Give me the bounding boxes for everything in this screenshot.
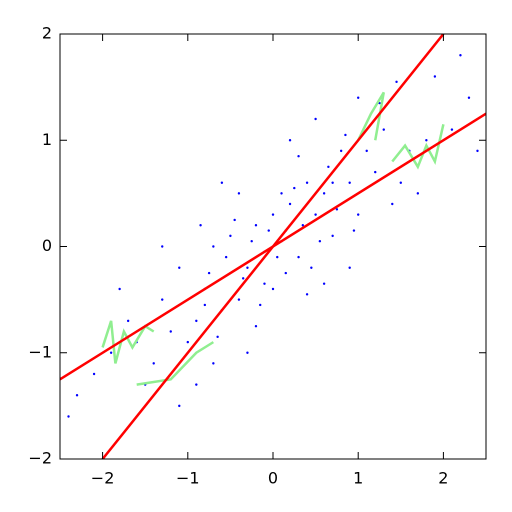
scatter-point xyxy=(118,287,121,291)
scatter-point xyxy=(161,245,164,248)
scatter-point xyxy=(254,224,258,227)
scatter-point xyxy=(352,229,356,232)
scatter-point xyxy=(169,330,172,333)
scatter-point xyxy=(348,181,351,184)
scatter-point xyxy=(467,96,471,99)
scatter-point xyxy=(199,224,202,227)
scatter-point xyxy=(357,213,360,216)
scatter-point xyxy=(271,287,275,291)
scatter-point xyxy=(152,362,155,365)
scatter-point xyxy=(212,245,215,248)
line xyxy=(101,34,445,459)
scatter-point xyxy=(207,271,211,275)
y-tick-label: 1 xyxy=(42,130,52,149)
scatter-point xyxy=(310,266,313,269)
scatter-point xyxy=(250,239,253,243)
scatter-point xyxy=(216,335,219,339)
scatter-point xyxy=(476,149,479,153)
scatter-point xyxy=(416,192,420,195)
scatter-point xyxy=(314,117,317,121)
scatter-point xyxy=(357,96,360,99)
scatter-point xyxy=(331,234,334,238)
scatter-point xyxy=(126,319,130,323)
x-tick-label: −2 xyxy=(91,469,115,488)
y-tick-label: −1 xyxy=(28,342,52,361)
scatter-point xyxy=(195,383,198,386)
scatter-point xyxy=(288,139,292,142)
scatter-point xyxy=(220,181,224,184)
scatter-point xyxy=(178,266,181,269)
y-tick-label: 2 xyxy=(42,24,52,43)
scatter-point xyxy=(233,218,236,222)
scatter-point xyxy=(271,213,275,216)
scatter-point xyxy=(246,266,249,269)
scatter-point xyxy=(331,181,334,184)
scatter-point xyxy=(297,255,300,259)
scatter-point xyxy=(229,234,232,238)
scatter-point xyxy=(365,149,368,153)
scatter-point xyxy=(186,340,189,344)
scatter-point xyxy=(322,192,326,195)
scatter-point xyxy=(161,298,164,301)
scatter-point xyxy=(459,54,462,57)
scatter-point xyxy=(224,255,228,259)
scatter-point xyxy=(276,255,279,259)
scatter-point xyxy=(391,202,394,206)
scatter-point xyxy=(450,128,454,131)
scatter-point xyxy=(288,202,292,206)
scatter-point xyxy=(75,394,79,397)
x-tick-label: 0 xyxy=(268,469,278,488)
scatter-point xyxy=(339,149,343,153)
scatter-point xyxy=(237,298,241,301)
x-tick-label: 2 xyxy=(438,469,448,488)
scatter-point xyxy=(246,351,249,354)
scatter-point xyxy=(335,208,339,211)
scatter-point xyxy=(254,324,258,328)
x-tick-label: −1 xyxy=(176,469,200,488)
scatter-point xyxy=(267,229,270,232)
scatter-point xyxy=(203,303,207,307)
scatter-point xyxy=(348,266,351,269)
y-tick-label: 0 xyxy=(42,236,52,255)
scatter-point xyxy=(318,239,322,243)
scatter-point xyxy=(280,192,283,195)
scatter-point xyxy=(395,80,398,84)
scatter-point xyxy=(178,404,181,408)
scatter-point xyxy=(344,133,347,137)
scatter-point xyxy=(92,372,96,376)
scatter-point xyxy=(212,362,215,365)
scatter-point xyxy=(263,282,266,285)
scatter-point xyxy=(322,282,326,285)
line xyxy=(101,124,445,364)
scatter-point xyxy=(305,181,309,184)
scatter-point xyxy=(237,192,241,195)
scatter-point xyxy=(425,139,428,142)
scatter-point xyxy=(195,319,198,323)
scatter-point xyxy=(374,170,377,174)
x-tick-label: 1 xyxy=(353,469,363,488)
scatter-point xyxy=(109,351,113,354)
scatter-point xyxy=(293,186,296,190)
scatter-point xyxy=(305,293,309,296)
scatter-point xyxy=(327,165,330,169)
scatter-point xyxy=(241,277,245,280)
scatter-point xyxy=(297,154,300,158)
scatter-point xyxy=(382,128,385,131)
scatter-point xyxy=(314,213,317,216)
scatter-point xyxy=(301,224,305,227)
scatter-point xyxy=(399,181,402,184)
scatter-point xyxy=(433,75,437,78)
scatter-point xyxy=(67,415,70,418)
scatter-point xyxy=(259,303,262,307)
y-tick-label: −2 xyxy=(28,449,52,468)
scatter-point xyxy=(284,271,287,275)
plot-area xyxy=(60,34,486,459)
line xyxy=(136,91,385,386)
